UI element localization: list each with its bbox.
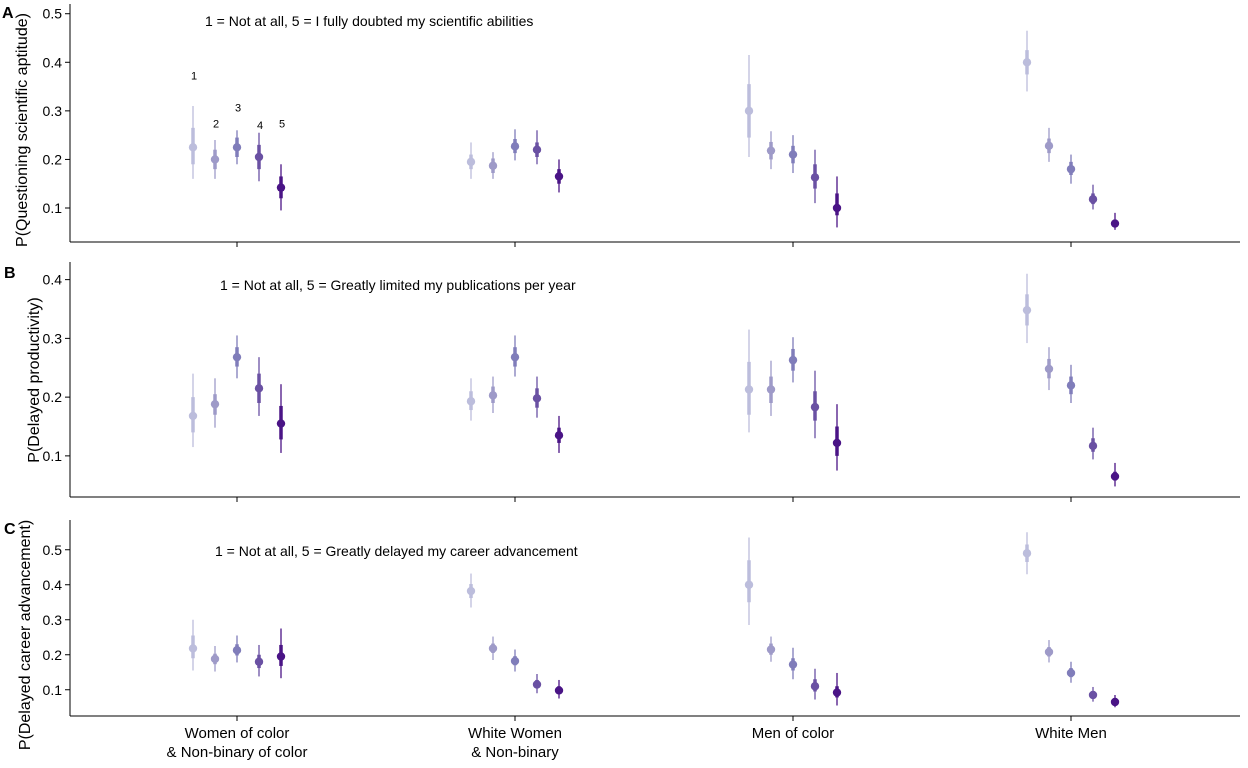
data-point [254,657,264,666]
data-point [554,431,564,440]
y-axis-label: P(Delayed career advancement) [17,520,34,750]
data-point [744,385,754,394]
data-point [810,682,820,691]
data-point [232,143,242,152]
x-category-label: & Non-binary of color [167,744,308,761]
x-category-label: & Non-binary [471,744,559,761]
response-label: 1 [191,70,197,82]
data-point [276,183,286,192]
data-point [766,645,776,654]
y-axis-label: P(Delayed productivity) [26,297,43,462]
data-point [788,355,798,365]
y-tick-label: 0.2 [43,647,63,663]
data-point [532,680,542,689]
data-point [276,419,286,428]
data-point [466,397,476,406]
data-point [1110,219,1120,228]
data-point [210,654,220,664]
data-point [744,106,754,116]
data-point [232,646,242,655]
y-tick-label: 0.1 [43,682,63,698]
y-tick-label: 0.1 [43,200,63,216]
panel-annotation: 1 = Not at all, 5 = I fully doubted my s… [205,13,533,29]
response-label: 3 [235,102,241,114]
panel-annotation: 1 = Not at all, 5 = Greatly limited my p… [220,277,576,293]
data-point [1088,441,1098,451]
y-tick-label: 0.3 [43,612,63,628]
data-point [1110,697,1120,707]
data-point [254,384,264,393]
data-point [832,688,842,697]
data-point [1066,164,1076,174]
data-point [276,652,286,661]
data-point [1022,58,1032,67]
x-category-label: White Men [1035,725,1107,742]
panel-label: C [4,521,16,538]
data-point [766,146,776,155]
data-point [488,391,498,400]
panel-label: B [4,265,16,282]
data-point [788,660,798,669]
y-axis-label: P(Questioning scientific aptitude) [14,13,31,247]
data-point [554,686,564,695]
data-point [1022,305,1032,315]
data-point [510,352,520,362]
data-point [1022,549,1032,558]
data-point [510,142,520,151]
data-point [466,586,476,596]
data-point [832,438,842,448]
data-point [832,203,842,213]
data-point [532,145,542,154]
data-point [188,143,198,152]
y-tick-label: 0.4 [43,54,63,70]
y-tick-label: 0.3 [43,103,63,119]
data-point [232,352,242,362]
response-label: 5 [279,119,285,131]
y-tick-label: 0.3 [43,330,63,346]
data-point [810,173,820,182]
data-point [532,394,542,403]
response-label: 2 [213,118,219,130]
data-point [510,656,520,666]
y-tick-label: 0.5 [43,542,63,558]
data-point [188,644,198,653]
data-point [488,161,498,170]
data-point [810,402,820,412]
data-point [554,172,564,181]
data-point [1088,195,1098,204]
data-point [210,399,220,409]
data-point [1044,647,1054,657]
y-tick-label: 0.2 [43,151,63,167]
data-point [788,150,798,159]
x-category-label: Women of color [185,725,290,742]
panel-label: A [2,5,14,22]
data-point [1110,472,1120,481]
data-point [744,580,754,589]
data-point [1088,690,1098,700]
data-point [210,155,220,164]
data-point [1044,141,1054,151]
y-tick-label: 0.5 [43,6,63,22]
x-category-label: Men of color [752,725,835,742]
y-tick-label: 0.2 [43,389,63,405]
data-point [766,385,776,394]
x-category-label: White Women [468,725,562,742]
y-tick-label: 0.1 [43,448,63,464]
response-label: 4 [257,120,263,132]
data-point [254,152,264,162]
data-point [1066,381,1076,390]
data-point [1066,668,1076,678]
data-point [466,157,476,167]
panel-annotation: 1 = Not at all, 5 = Greatly delayed my c… [215,543,578,559]
y-tick-label: 0.4 [43,577,63,593]
data-point [188,411,198,421]
data-point [488,644,498,653]
y-tick-label: 0.4 [43,272,63,288]
data-point [1044,364,1054,374]
